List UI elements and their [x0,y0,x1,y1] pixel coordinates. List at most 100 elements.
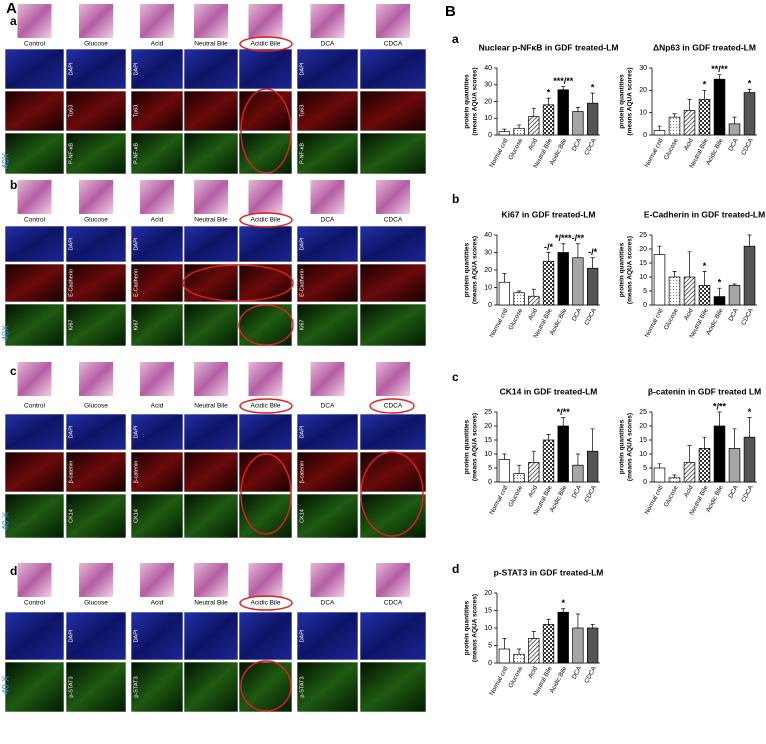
error-bar [561,86,566,90]
x-tick-label: Acid [683,307,695,322]
bar [713,78,726,136]
error-bar [717,411,722,426]
stain-label: DAPI [299,629,305,642]
y-tick-label: 40 [484,232,492,239]
column-label: CDCA [384,600,403,607]
chart-title: Ki67 in GDF treated-LM [502,209,596,219]
bar [728,285,741,306]
y-tick-label: 15 [484,607,492,614]
chart-title: p-STAT3 in GDF treated-LM [494,567,604,577]
chart-title: β-catenin in GDF treated LM [648,386,761,396]
error-bar [546,434,551,440]
fluorescence-image [238,263,293,303]
fluorescence-image [130,263,184,303]
fluorescence-image [130,413,184,451]
x-tick-label: Glucose [507,484,524,508]
significance-label: -/** [572,233,585,243]
x-tick-label: DCA [727,484,740,500]
x-tick-label: Glucose [663,137,680,161]
panel-letter: b [10,178,17,192]
column-label: DCA [321,600,335,607]
y-tick-label: 20 [484,98,492,105]
significance-label: **/** [711,64,728,74]
panel-letter: d [10,564,17,578]
stain-label: Ki67 [133,319,139,330]
fluorescence-image [296,493,359,539]
fluorescence-image [65,132,127,175]
column-label: Acid [151,41,164,48]
bar [586,627,599,664]
fluorescence-image [65,263,127,303]
bar [498,131,511,136]
bar [586,102,599,136]
magnification: 40 X [0,512,10,531]
bar [653,467,666,483]
stain-label: Tp63 [133,105,139,118]
y-tick-label: 15 [639,260,647,267]
y-axis-label: (means AQUA scores) [472,413,479,481]
histology-thumbnail [376,563,410,597]
histology-thumbnail [248,180,283,214]
column-label: CDCA [384,403,403,410]
y-tick-label: 10 [639,274,647,281]
fluorescence-image [359,413,427,451]
x-tick-label: DCA [571,665,584,681]
error-bar [657,125,662,131]
histology-thumbnail [17,362,52,396]
column-label: Neutral Bile [194,41,228,48]
fluorescence-image [238,493,293,539]
highlight-circle [240,453,292,535]
x-tick-label: CDCA [583,137,598,157]
fluorescence-image [4,413,65,451]
chart-title: ΔNp63 in GDF treated-LM [653,42,756,52]
fluorescence-image [183,48,239,90]
fluorescence-image [238,413,293,451]
fluorescence-image [4,90,65,132]
stain-label: DAPI [299,237,305,250]
fluorescence-image [359,90,427,132]
bar [572,111,584,136]
x-tick-label: Acid [683,137,695,152]
histology-thumbnail [140,362,174,396]
error-bar [687,251,692,277]
stain-label: DAPI [68,425,74,438]
stain-label: CK14 [68,509,74,523]
fluorescence-image [183,90,239,132]
x-tick-label: Normal cntl [488,307,509,338]
bar [528,638,540,664]
stain-label: DAPI [68,62,74,75]
highlight-circle [239,595,293,611]
y-axis-label: (means AQUA scores) [627,67,634,135]
y-tick-label: 30 [639,65,647,72]
highlight-circle [240,660,292,712]
x-tick-label: Acid [683,484,695,499]
column-label: Acidic Bile [251,41,281,48]
stain-label: P-NF-κB [133,143,139,164]
y-tick-label: 5 [488,642,492,649]
significance-label: * [748,79,752,89]
fluorescence-image [130,661,184,713]
histology-thumbnail [194,563,228,597]
error-bar [502,128,507,132]
x-tick-label: Glucose [507,665,524,689]
stain-label: p-STAT3 [68,676,74,697]
y-tick-label: 15 [639,437,647,444]
histology-thumbnail [17,4,52,38]
panel-letter: a [452,32,459,46]
y-tick-label: 0 [488,302,492,309]
fluorescence-image [296,611,359,661]
x-tick-label: DCA [571,484,584,500]
error-bar [517,124,522,129]
fluorescence-image [183,661,239,713]
bar [498,459,511,483]
error-bar [590,624,595,628]
highlight-circle [238,304,294,346]
column-label: Neutral Bile [194,217,228,224]
fluorescence-image [296,451,359,493]
highlight-circle [240,88,292,174]
error-bar [531,288,536,297]
fluorescence-image [65,413,127,451]
fluorescence-image [296,132,359,175]
column-label: Glucose [84,41,108,48]
